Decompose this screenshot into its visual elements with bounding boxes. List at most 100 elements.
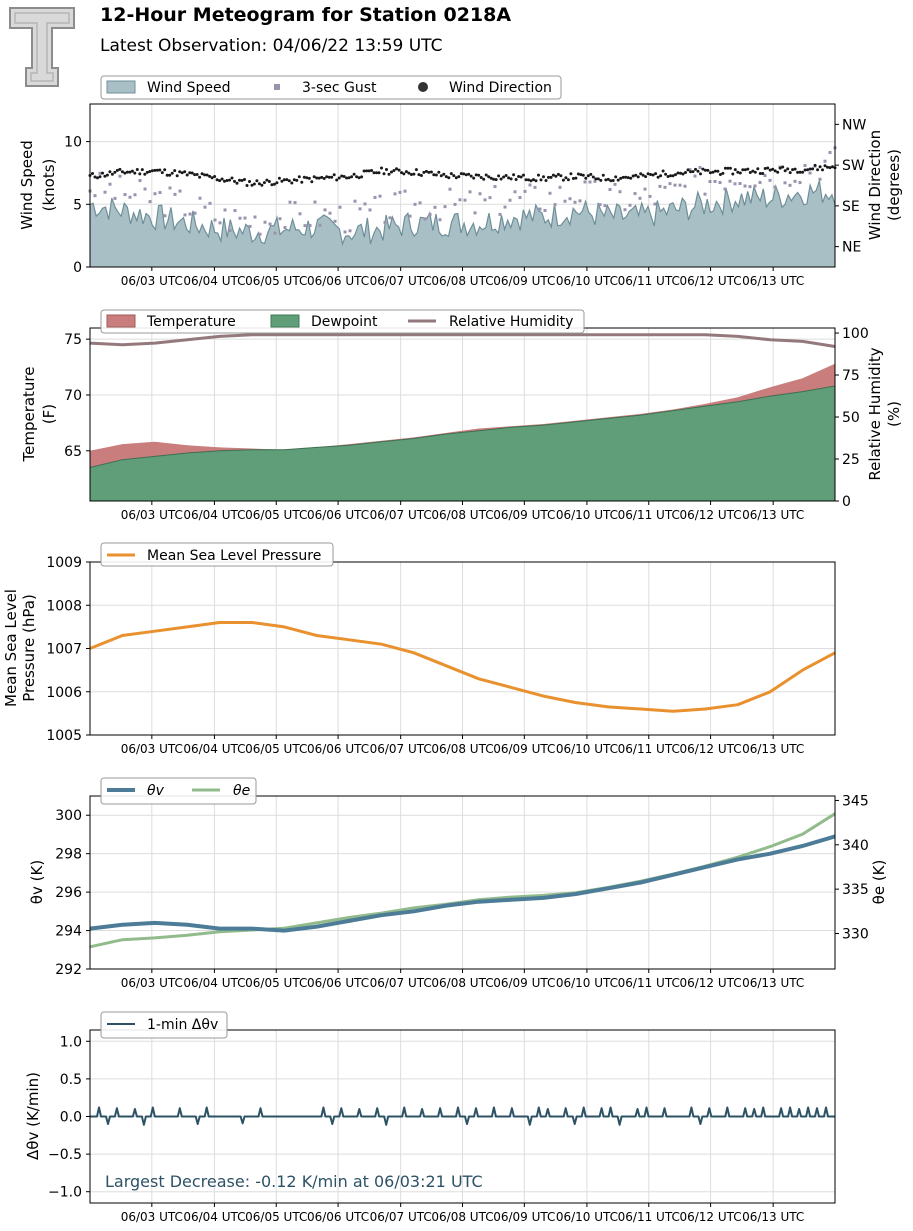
- direction-point: [143, 172, 147, 176]
- direction-point: [310, 180, 314, 184]
- direction-point: [295, 178, 299, 182]
- gust-point: [443, 205, 447, 209]
- direction-point: [135, 168, 139, 171]
- x-tick-label: 06/04 UTC: [183, 274, 245, 288]
- direction-point: [275, 181, 279, 185]
- legend-gust-marker: [274, 84, 280, 90]
- direction-point: [188, 171, 192, 175]
- temperature-legend: Temperature Dewpoint Relative Humidity: [100, 309, 585, 334]
- direction-point: [252, 182, 256, 186]
- direction-point: [738, 171, 742, 175]
- direction-point: [442, 172, 446, 176]
- direction-point: [723, 166, 727, 170]
- y2-tick-label: 100: [842, 326, 869, 342]
- direction-point: [472, 176, 476, 180]
- gust-point: [773, 185, 777, 189]
- direction-point: [626, 176, 630, 180]
- direction-point: [98, 175, 102, 179]
- x-tick-label: 06/06 UTC: [307, 274, 369, 288]
- gust-point: [768, 178, 772, 182]
- direction-point: [444, 175, 448, 179]
- gust-point: [568, 197, 572, 201]
- y2-tick-label: 335: [842, 882, 869, 898]
- legend-gust-label: 3-sec Gust: [302, 80, 377, 96]
- x-tick-label: 06/11 UTC: [618, 742, 680, 756]
- gust-point: [128, 195, 132, 199]
- gust-point: [593, 179, 597, 183]
- direction-point: [287, 179, 291, 183]
- direction-point: [619, 176, 623, 180]
- direction-point: [130, 169, 134, 173]
- direction-point: [257, 182, 261, 186]
- x-tick-label: 06/12 UTC: [679, 1210, 741, 1224]
- direction-point: [649, 173, 653, 176]
- direction-point: [397, 168, 401, 172]
- y2-tick-label: SE: [842, 199, 860, 215]
- direction-point: [691, 170, 695, 174]
- direction-point: [636, 175, 640, 179]
- gust-point: [743, 184, 747, 188]
- wind-speed-line: [89, 180, 836, 247]
- direction-point: [604, 178, 608, 182]
- gust-point: [408, 214, 412, 218]
- direction-point: [487, 175, 491, 179]
- gust-point: [463, 198, 467, 202]
- y-tick-label: 1007: [46, 642, 82, 658]
- direction-point: [689, 170, 692, 174]
- y-tick-label: 10: [64, 135, 82, 151]
- gust-point: [668, 182, 672, 186]
- gust-point: [433, 205, 437, 209]
- direction-point: [596, 177, 600, 181]
- direction-point: [352, 172, 356, 176]
- direction-point: [559, 174, 563, 178]
- direction-point: [741, 168, 745, 172]
- x-tick-label: 06/05 UTC: [245, 274, 307, 288]
- direction-point: [504, 174, 508, 177]
- direction-point: [791, 168, 795, 172]
- direction-point: [153, 168, 157, 172]
- direction-point: [300, 180, 304, 184]
- legend-dewpoint-label: Dewpoint: [311, 314, 378, 330]
- direction-point: [103, 174, 107, 178]
- direction-point: [449, 172, 453, 176]
- direction-point: [529, 179, 533, 183]
- direction-point: [674, 173, 677, 177]
- x-tick-label: 06/13 UTC: [742, 274, 804, 288]
- y-tick-label: 1009: [46, 555, 82, 571]
- delta-theta-line: [90, 1106, 835, 1126]
- gust-point: [93, 194, 97, 198]
- gust-point: [723, 187, 727, 191]
- y-tick-label: 65: [64, 444, 82, 460]
- gust-point: [663, 185, 667, 189]
- direction-point: [761, 172, 765, 175]
- gust-point: [828, 150, 832, 154]
- direction-point: [758, 172, 762, 175]
- gust-point: [643, 187, 647, 191]
- x-tick-label: 06/08 UTC: [431, 1210, 493, 1224]
- gust-point: [228, 229, 232, 233]
- direction-point: [105, 173, 109, 177]
- direction-point: [783, 169, 787, 173]
- gust-point: [468, 190, 472, 194]
- x-tick-label: 06/12 UTC: [679, 508, 741, 522]
- direction-point: [551, 173, 555, 177]
- gust-point: [538, 207, 542, 211]
- gust-point: [793, 179, 797, 183]
- gust-point: [138, 179, 142, 183]
- gust-point: [148, 200, 152, 204]
- gust-point: [208, 201, 212, 205]
- x-tick-label: 06/10 UTC: [556, 976, 618, 990]
- x-tick-label: 06/09 UTC: [493, 742, 555, 756]
- direction-point: [821, 168, 824, 172]
- y2-tick-label: 75: [842, 368, 860, 384]
- direction-point: [96, 176, 99, 180]
- gust-point: [658, 184, 662, 188]
- gust-point: [613, 182, 617, 186]
- direction-point: [360, 175, 364, 179]
- direction-point: [340, 174, 344, 178]
- direction-point: [826, 165, 829, 169]
- direction-point: [382, 172, 386, 176]
- x-tick-label: 06/05 UTC: [245, 742, 307, 756]
- gust-point: [783, 181, 787, 185]
- direction-point: [676, 171, 680, 175]
